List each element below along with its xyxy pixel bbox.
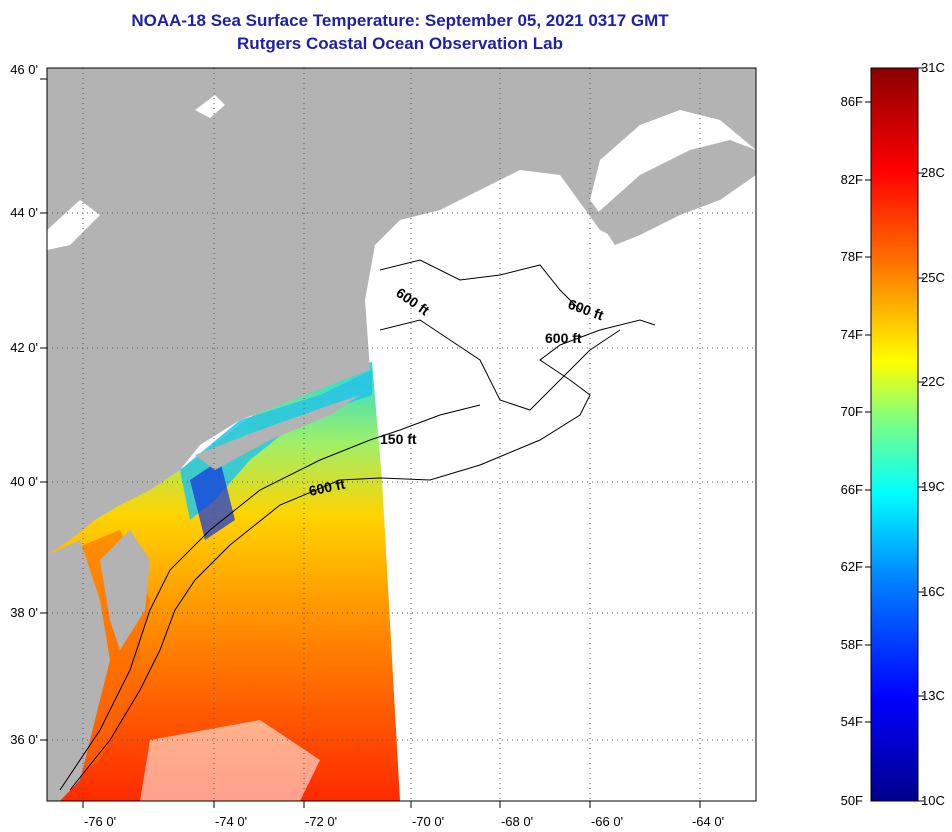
lat-label: 40 0' <box>10 474 38 489</box>
colorbar-f-label: 86F <box>841 94 863 109</box>
contour-label: 600 ft <box>307 476 346 499</box>
colorbar-c-label: 25C <box>921 270 945 285</box>
contour-georges-bank <box>379 319 621 411</box>
colorbar-c-label: 13C <box>921 688 945 703</box>
land-nova-scotia <box>595 140 756 245</box>
colorbar-f-label: 54F <box>841 714 863 729</box>
colorbar-c-label: 28C <box>921 165 945 180</box>
lon-label: -72 0' <box>305 814 337 829</box>
lat-label: 42 0' <box>10 340 38 355</box>
cold-upwelling-patch <box>190 460 235 540</box>
lat-label: 38 0' <box>10 605 38 620</box>
lon-label: -76 0' <box>84 814 116 829</box>
colorbar-c-label: 10C <box>921 793 945 808</box>
lat-label: 36 0' <box>10 732 38 747</box>
colorbar-c-label: 19C <box>921 479 945 494</box>
contour-600ft <box>69 319 656 791</box>
land-mid-atlantic <box>47 540 110 801</box>
colorbar-ticks <box>865 67 924 802</box>
colorbar-f-label: 58F <box>841 637 863 652</box>
sst-swath <box>47 362 400 801</box>
colorbar-c-label: 16C <box>921 584 945 599</box>
lat-label: 44 0' <box>10 205 38 220</box>
land-delmarva <box>100 530 150 650</box>
colorbar-f-label: 62F <box>841 559 863 574</box>
temperature-colorbar <box>870 67 919 802</box>
map-subtitle: Rutgers Coastal Ocean Observation Lab <box>237 34 563 53</box>
land-long-island <box>195 395 360 470</box>
lon-label: -64 0' <box>692 814 724 829</box>
lat-label: 46 0' <box>10 62 38 77</box>
cloud-patch <box>140 720 320 801</box>
map-frame <box>46 67 757 802</box>
lon-label: -70 0' <box>412 814 444 829</box>
colorbar-f-label: 78F <box>841 249 863 264</box>
lake <box>195 95 225 118</box>
axis-ticks <box>40 78 701 808</box>
colorbar-c-label: 31C <box>921 60 945 75</box>
colorbar-f-label: 82F <box>841 172 863 187</box>
lon-label: -68 0' <box>501 814 533 829</box>
contour-gulf-of-maine <box>379 259 581 311</box>
contour-150ft <box>59 404 481 791</box>
map-title: NOAA-18 Sea Surface Temperature: Septemb… <box>131 11 669 30</box>
map-grid <box>47 68 756 801</box>
colorbar-f-label: 70F <box>841 404 863 419</box>
lon-label: -66 0' <box>591 814 623 829</box>
contour-label: 600 ft <box>545 330 582 346</box>
colorbar-f-label: 74F <box>841 327 863 342</box>
colorbar-f-label: 50F <box>841 793 863 808</box>
land-northeast-us-canada <box>47 68 756 555</box>
colorbar-f-label: 66F <box>841 482 863 497</box>
colorbar-c-label: 22C <box>921 374 945 389</box>
lake-ontario <box>47 200 100 250</box>
contour-label: 150 ft <box>380 431 417 447</box>
lon-label: -74 0' <box>215 814 247 829</box>
